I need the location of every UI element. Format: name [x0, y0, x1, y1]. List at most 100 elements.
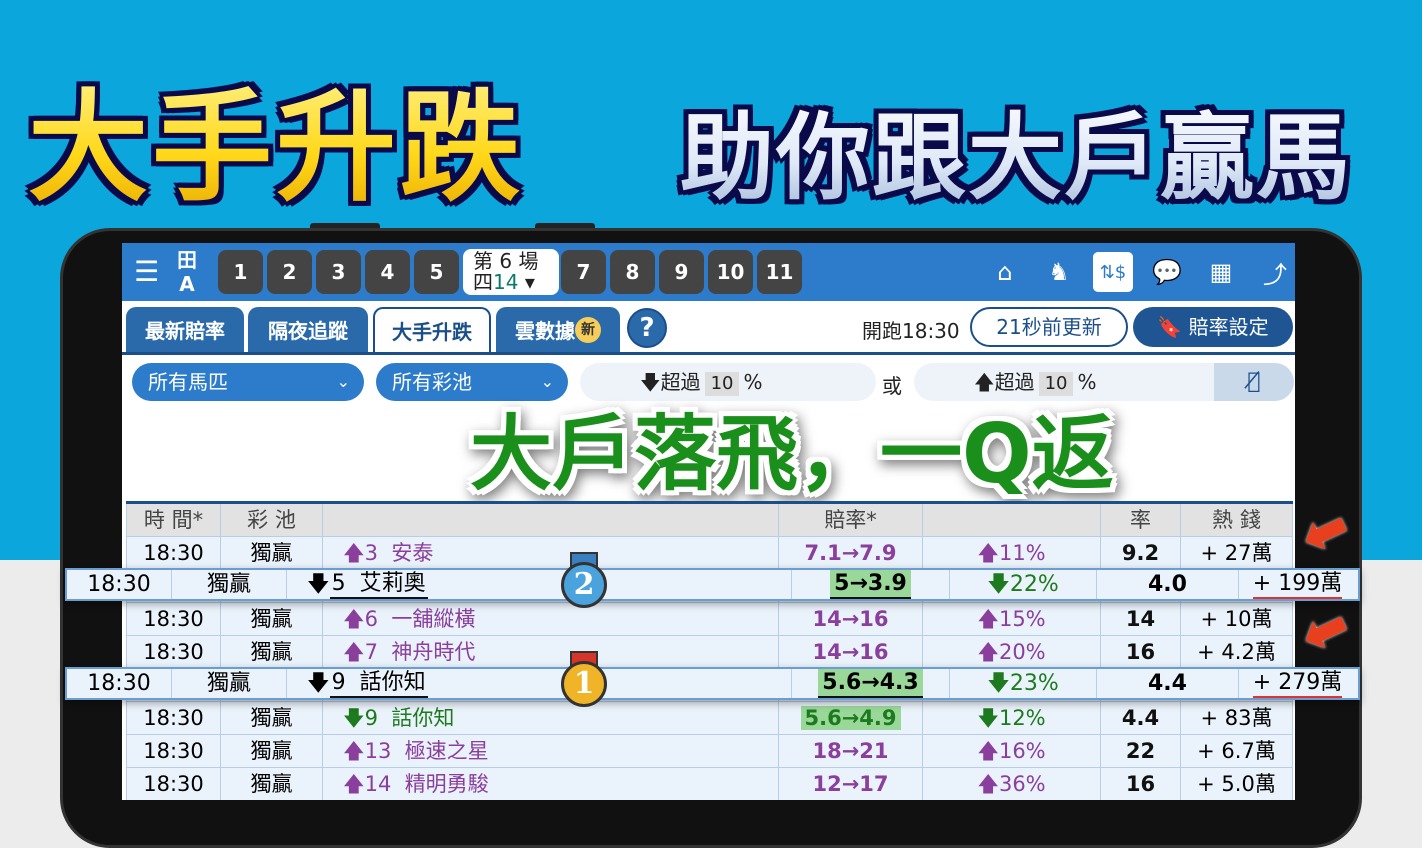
horse-number: 9	[364, 705, 378, 730]
race-button-7[interactable]: 7	[561, 250, 606, 294]
chat-icon[interactable]: 💬	[1152, 258, 1182, 286]
silver-medal-icon: 2	[561, 562, 607, 608]
start-time: 開跑18:30	[862, 319, 960, 343]
horse-name[interactable]: 精明勇駿	[404, 771, 489, 796]
bookmark-icon: 🔖	[1157, 315, 1189, 339]
percent-value: 16%	[998, 738, 1046, 763]
horse-number: 9	[331, 670, 346, 695]
time-cell: 18:30	[126, 701, 221, 735]
horse-cell: 🡅7 神舟時代	[322, 635, 779, 669]
horse-name[interactable]: 話你知	[391, 705, 455, 730]
table-row[interactable]: 18:30 獨贏 🡅13 極速之星 18→21 🡅16% 22 + 6.7萬	[126, 734, 1293, 768]
menu-icon[interactable]: ☰	[134, 255, 160, 288]
current-race-selector[interactable]: 第 6 場 四14 ▾	[463, 249, 559, 295]
arrow-up-icon: 🡅	[977, 639, 999, 664]
pool-filter-dropdown[interactable]: 所有彩池 ⌄	[376, 363, 568, 401]
race-button-9[interactable]: 9	[659, 250, 704, 294]
rate-cell: 14	[1100, 602, 1181, 636]
race-button-1[interactable]: 1	[218, 250, 263, 294]
table-row[interactable]: 18:30 獨贏 🡇9 話你知 5.6→4.9 🡇12% 4.4 + 83萬	[126, 701, 1293, 735]
table-icon[interactable]: ▦	[1209, 258, 1233, 286]
odds-change: 18→21	[812, 738, 889, 763]
race-button-11[interactable]: 11	[757, 250, 802, 294]
horse-name[interactable]: 艾莉奧	[359, 571, 426, 596]
arrow-up-icon: 🡅	[343, 738, 365, 763]
horse-cell: 🡅14 精明勇駿	[322, 767, 779, 800]
pool-filter-value: 所有彩池	[392, 370, 472, 394]
percent-cell: 🡅36%	[922, 767, 1101, 800]
horse-name[interactable]: 極速之星	[404, 738, 489, 763]
help-button[interactable]: ?	[627, 308, 667, 348]
pool-cell: 獨贏	[220, 734, 323, 768]
horse-label: 5 艾莉奧	[329, 570, 428, 599]
arrow-up-icon: 🡅	[977, 540, 999, 565]
drop-threshold-select[interactable]: 10	[704, 372, 740, 396]
race-button-2[interactable]: 2	[267, 250, 312, 294]
hide-eye-icon[interactable]: 👁̸	[1214, 363, 1294, 401]
horse-filter-dropdown[interactable]: 所有馬匹 ⌄	[132, 363, 364, 401]
headline-sub: 助你跟大戶贏馬	[680, 82, 1352, 218]
percent-cell: 🡇12%	[922, 701, 1101, 735]
column-header[interactable]: 賠率*	[778, 501, 923, 537]
odds-cell: 5.6→4.9	[778, 701, 923, 735]
column-header[interactable]: 率	[1100, 501, 1181, 537]
column-header[interactable]	[322, 501, 779, 537]
column-header[interactable]: 彩 池	[220, 501, 323, 537]
odds-change: 5.6→4.3	[818, 669, 923, 698]
column-header[interactable]: 時 間*	[126, 501, 221, 537]
time-cell: 18:30	[126, 767, 221, 800]
odds-cell: 7.1→7.9	[778, 536, 923, 570]
odds-settings-label: 賠率設定	[1188, 315, 1269, 339]
chart-icon[interactable]: ⤴	[1263, 260, 1287, 289]
filter-row: 所有馬匹 ⌄ 所有彩池 ⌄ 🡇超過 10% 或 🡅超過 10% 👁̸	[122, 357, 1295, 409]
arrow-down-icon: 🡇	[640, 370, 661, 394]
table-row[interactable]: 18:30 獨贏 🡅14 精明勇駿 12→17 🡅36% 16 + 5.0萬	[126, 767, 1293, 800]
race-button-5[interactable]: 5	[414, 250, 459, 294]
home-icon[interactable]: ⌂	[997, 258, 1013, 286]
tab-bar: 最新賠率 隔夜追蹤 大手升跌 雲數據新 ? 開跑18:30 21秒前更新 🔖 賠…	[122, 301, 1295, 355]
horse-cell: 🡇 5 艾莉奧	[287, 570, 792, 599]
table-row[interactable]: 18:30 獨贏 🡅3 安泰 7.1→7.9 🡅11% 9.2 + 27萬	[126, 536, 1293, 570]
money-cell: + 4.2萬	[1180, 635, 1293, 669]
percent-value: 11%	[998, 540, 1046, 565]
race-button-4[interactable]: 4	[365, 250, 410, 294]
arrow-down-icon: 🡇	[987, 671, 1010, 696]
tab-latest-odds[interactable]: 最新賠率	[126, 307, 244, 352]
race-button-3[interactable]: 3	[316, 250, 361, 294]
update-status-button[interactable]: 21秒前更新	[970, 307, 1128, 347]
odds-settings-button[interactable]: 🔖 賠率設定	[1133, 307, 1293, 347]
rate-cell: 4.4	[1100, 701, 1181, 735]
rate-cell: 4.0	[1097, 570, 1239, 599]
highlighted-row[interactable]: 18:30 獨贏 🡇 5 艾莉奧 5→3.9 🡇 22% 4.0 + 199萬	[65, 568, 1360, 601]
tab-overnight[interactable]: 隔夜追蹤	[248, 307, 368, 352]
table-row[interactable]: 18:30 獨贏 🡅6 一舖縱橫 14→16 🡅15% 14 + 10萬	[126, 602, 1293, 636]
tab-big-movers[interactable]: 大手升跌	[373, 307, 491, 352]
horse-name[interactable]: 話你知	[359, 670, 426, 695]
race-button-10[interactable]: 10	[708, 250, 753, 294]
horse-name[interactable]: 一舖縱橫	[391, 606, 476, 631]
odds-change-icon[interactable]: ⇅$	[1093, 252, 1133, 292]
horse-cell: 🡅6 一舖縱橫	[322, 602, 779, 636]
rise-label: 超過	[994, 370, 1035, 394]
table-header: 時 間* 彩 池 賠率* 率熱 錢	[126, 501, 1293, 537]
race-button-8[interactable]: 8	[610, 250, 655, 294]
percent-cell: 🡅20%	[922, 635, 1101, 669]
tab-cloud-data[interactable]: 雲數據新	[496, 307, 620, 352]
money-cell: + 279萬	[1239, 669, 1356, 698]
odds-cell: 14→16	[778, 602, 923, 636]
time-cell: 18:30	[126, 734, 221, 768]
rise-threshold-select[interactable]: 10	[1038, 372, 1074, 396]
horse-name[interactable]: 安泰	[391, 540, 434, 565]
column-header[interactable]	[922, 501, 1101, 537]
percent-cell: 🡅16%	[922, 734, 1101, 768]
odds-cell: 14→16	[778, 635, 923, 669]
horse-name[interactable]: 神舟時代	[391, 639, 476, 664]
highlighted-row[interactable]: 18:30 獨贏 🡇 9 話你知 5.6→4.3 🡇 23% 4.4 + 279萬	[65, 667, 1360, 700]
percent-value: 20%	[998, 639, 1046, 664]
horse-icon[interactable]: ♞	[1048, 258, 1070, 286]
overlay-caption: 大戶落飛，一Q返	[470, 407, 1114, 502]
column-header[interactable]: 熱 錢	[1180, 501, 1293, 537]
table-row[interactable]: 18:30 獨贏 🡅7 神舟時代 14→16 🡅20% 16 + 4.2萬	[126, 635, 1293, 669]
font-toggle-bottom: A	[179, 272, 195, 296]
